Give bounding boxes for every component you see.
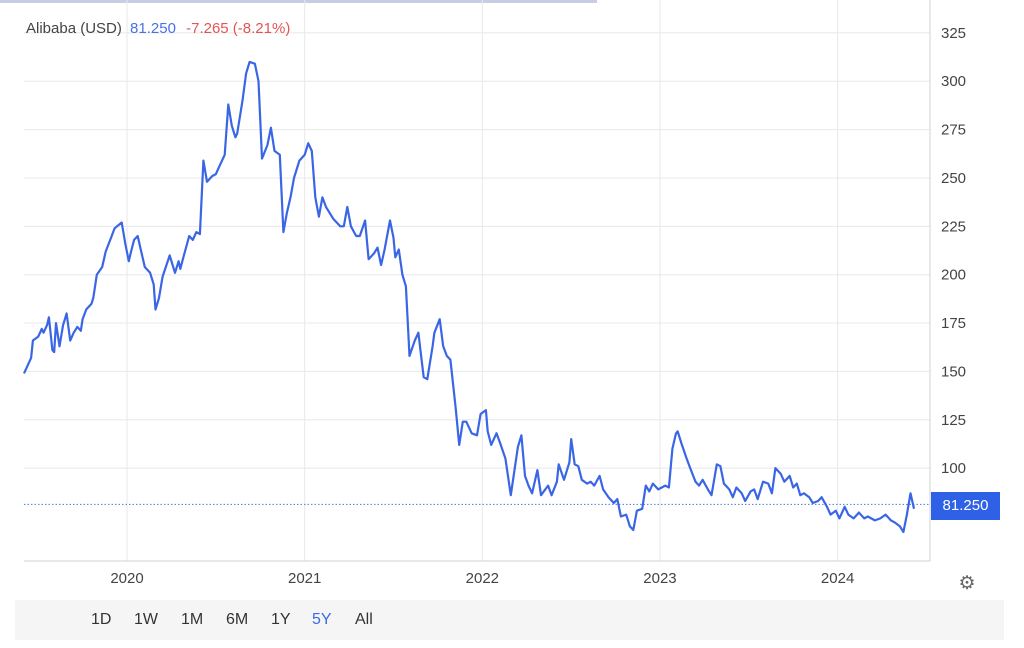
x-tick-label: 2020 [110,570,143,587]
y-tick-label: 325 [941,25,966,42]
range-button-1w[interactable]: 1W [134,611,158,628]
instrument-name: Alibaba (USD) [26,20,122,37]
chart-legend: Alibaba (USD) 81.250 -7.265 (-8.21%) [26,20,290,37]
x-axis-ticks: 2020 2021 2022 2023 2024 [110,570,854,587]
range-button-all[interactable]: All [355,611,373,628]
last-price-badge: 81.250 [931,492,1000,520]
range-button-1m[interactable]: 1M [181,611,204,628]
legend-price: 81.250 [130,20,176,37]
y-axis-ticks: 100 125 150 175 200 225 250 275 300 325 [941,25,966,477]
y-tick-label: 150 [941,363,966,380]
range-button-6m[interactable]: 6M [226,611,249,628]
range-button-1y[interactable]: 1Y [271,611,291,628]
range-selector: 1D 1W 1M 6M 1Y 5Y All [15,600,1004,640]
y-tick-label: 175 [941,315,966,332]
range-button-5y[interactable]: 5Y [312,611,332,628]
y-tick-label: 225 [941,218,966,235]
x-tick-label: 2022 [466,570,499,587]
gridlines [24,0,930,561]
y-tick-label: 300 [941,73,966,90]
y-tick-label: 125 [941,412,966,429]
gear-icon[interactable]: ⚙ [958,573,976,594]
y-tick-label: 275 [941,122,966,139]
y-tick-label: 250 [941,170,966,187]
range-button-1d[interactable]: 1D [91,611,112,628]
x-tick-label: 2023 [643,570,676,587]
legend-change: -7.265 (-8.21%) [186,20,291,37]
y-tick-label: 200 [941,267,966,284]
price-series-line[interactable] [22,60,916,534]
x-tick-label: 2021 [288,570,321,587]
y-tick-label: 100 [941,460,966,477]
top-scroll-indicator [0,0,597,3]
x-tick-label: 2024 [821,570,854,587]
